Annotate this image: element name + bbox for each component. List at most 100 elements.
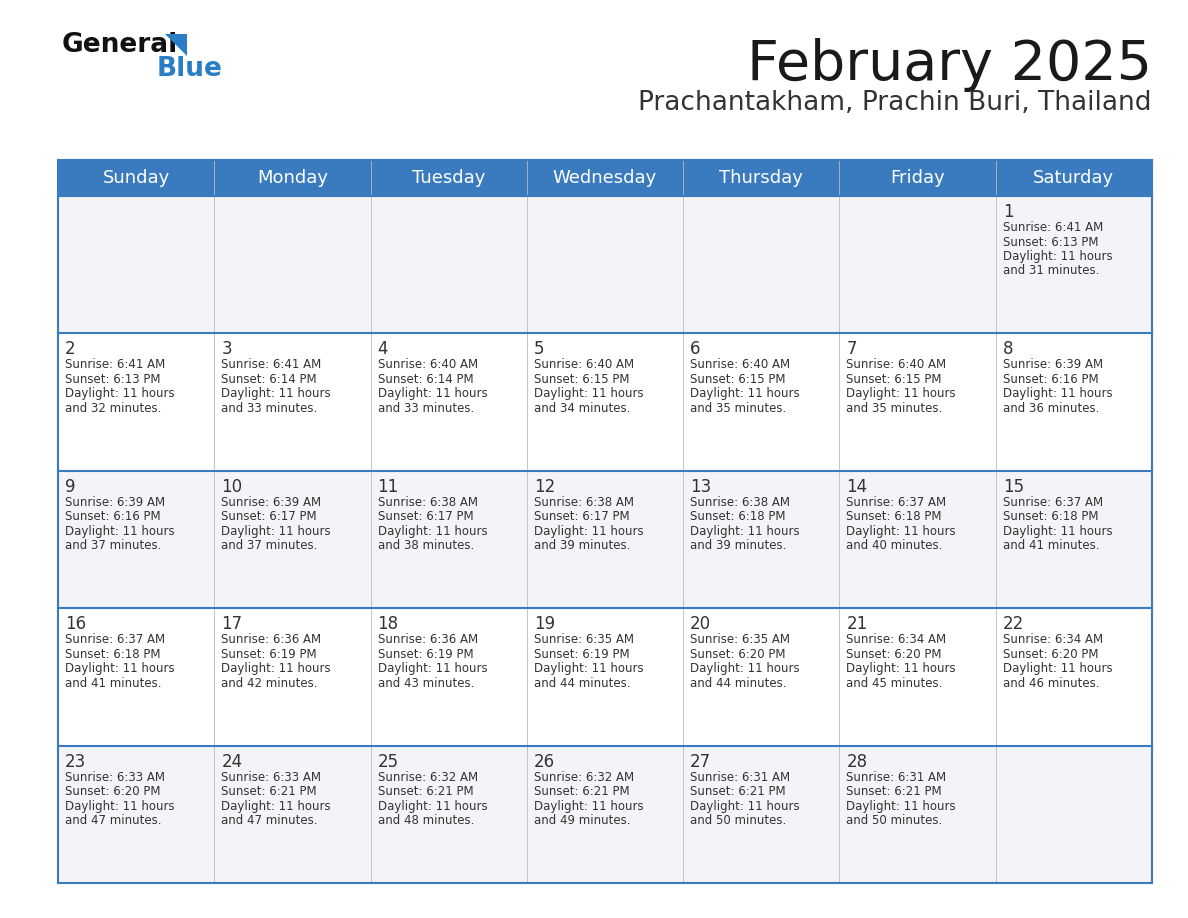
Text: Daylight: 11 hours: Daylight: 11 hours [846,800,956,812]
Text: Daylight: 11 hours: Daylight: 11 hours [690,525,800,538]
Text: 28: 28 [846,753,867,770]
Text: and 35 minutes.: and 35 minutes. [690,402,786,415]
Text: Sunset: 6:19 PM: Sunset: 6:19 PM [378,648,473,661]
Text: Sunrise: 6:40 AM: Sunrise: 6:40 AM [378,358,478,372]
Text: Blue: Blue [157,56,223,82]
Text: 24: 24 [221,753,242,770]
Text: Daylight: 11 hours: Daylight: 11 hours [378,387,487,400]
Text: Daylight: 11 hours: Daylight: 11 hours [221,800,331,812]
Text: 20: 20 [690,615,712,633]
Text: 7: 7 [846,341,857,358]
Text: Daylight: 11 hours: Daylight: 11 hours [221,662,331,676]
Text: Daylight: 11 hours: Daylight: 11 hours [1003,662,1112,676]
Text: and 43 minutes.: and 43 minutes. [378,677,474,689]
Text: and 50 minutes.: and 50 minutes. [690,814,786,827]
Text: Daylight: 11 hours: Daylight: 11 hours [65,662,175,676]
Text: Daylight: 11 hours: Daylight: 11 hours [846,525,956,538]
Text: and 45 minutes.: and 45 minutes. [846,677,943,689]
Text: Sunset: 6:19 PM: Sunset: 6:19 PM [221,648,317,661]
Text: and 39 minutes.: and 39 minutes. [533,539,630,553]
Text: Sunset: 6:20 PM: Sunset: 6:20 PM [690,648,785,661]
Text: Daylight: 11 hours: Daylight: 11 hours [533,800,644,812]
Text: Sunset: 6:13 PM: Sunset: 6:13 PM [1003,236,1098,249]
Text: Sunrise: 6:37 AM: Sunrise: 6:37 AM [65,633,165,646]
Text: and 33 minutes.: and 33 minutes. [221,402,317,415]
Text: Sunset: 6:17 PM: Sunset: 6:17 PM [378,510,473,523]
Text: Sunrise: 6:34 AM: Sunrise: 6:34 AM [846,633,947,646]
Text: February 2025: February 2025 [747,38,1152,92]
Text: Sunset: 6:21 PM: Sunset: 6:21 PM [846,785,942,798]
Text: Sunset: 6:20 PM: Sunset: 6:20 PM [1003,648,1098,661]
Text: 14: 14 [846,477,867,496]
Text: Thursday: Thursday [720,169,803,187]
Text: 17: 17 [221,615,242,633]
Text: and 36 minutes.: and 36 minutes. [1003,402,1099,415]
Text: 25: 25 [378,753,399,770]
Text: 2: 2 [65,341,76,358]
Text: Sunrise: 6:39 AM: Sunrise: 6:39 AM [65,496,165,509]
Text: and 44 minutes.: and 44 minutes. [690,677,786,689]
Text: Daylight: 11 hours: Daylight: 11 hours [221,525,331,538]
Text: Daylight: 11 hours: Daylight: 11 hours [533,525,644,538]
Text: Daylight: 11 hours: Daylight: 11 hours [690,800,800,812]
Text: 12: 12 [533,477,555,496]
Text: Sunrise: 6:41 AM: Sunrise: 6:41 AM [221,358,322,372]
Text: and 49 minutes.: and 49 minutes. [533,814,631,827]
Text: Sunrise: 6:37 AM: Sunrise: 6:37 AM [1003,496,1102,509]
Text: Sunrise: 6:40 AM: Sunrise: 6:40 AM [533,358,634,372]
Text: Sunrise: 6:41 AM: Sunrise: 6:41 AM [1003,221,1102,234]
Text: 27: 27 [690,753,712,770]
Text: Daylight: 11 hours: Daylight: 11 hours [65,525,175,538]
Bar [58,333,1152,471]
Text: and 38 minutes.: and 38 minutes. [378,539,474,553]
Text: Sunset: 6:16 PM: Sunset: 6:16 PM [65,510,160,523]
Text: 11: 11 [378,477,399,496]
Text: Daylight: 11 hours: Daylight: 11 hours [65,387,175,400]
Text: Daylight: 11 hours: Daylight: 11 hours [690,387,800,400]
Text: Sunrise: 6:35 AM: Sunrise: 6:35 AM [533,633,634,646]
Text: 26: 26 [533,753,555,770]
Bar [58,745,1152,883]
Text: 21: 21 [846,615,867,633]
Text: Sunset: 6:21 PM: Sunset: 6:21 PM [533,785,630,798]
Text: Sunrise: 6:41 AM: Sunrise: 6:41 AM [65,358,165,372]
Text: 18: 18 [378,615,399,633]
Text: General: General [62,32,178,58]
Text: Sunrise: 6:38 AM: Sunrise: 6:38 AM [533,496,634,509]
Text: Sunrise: 6:32 AM: Sunrise: 6:32 AM [378,770,478,784]
Text: 3: 3 [221,341,232,358]
Text: and 47 minutes.: and 47 minutes. [65,814,162,827]
Text: and 32 minutes.: and 32 minutes. [65,402,162,415]
Text: Sunrise: 6:39 AM: Sunrise: 6:39 AM [221,496,322,509]
Text: 22: 22 [1003,615,1024,633]
Text: Daylight: 11 hours: Daylight: 11 hours [533,387,644,400]
Text: 19: 19 [533,615,555,633]
Text: Sunrise: 6:35 AM: Sunrise: 6:35 AM [690,633,790,646]
Text: 1: 1 [1003,203,1013,221]
Text: and 40 minutes.: and 40 minutes. [846,539,943,553]
Text: Daylight: 11 hours: Daylight: 11 hours [378,525,487,538]
Text: 4: 4 [378,341,388,358]
Text: Sunrise: 6:33 AM: Sunrise: 6:33 AM [221,770,321,784]
Text: Daylight: 11 hours: Daylight: 11 hours [378,800,487,812]
Text: 9: 9 [65,477,76,496]
Text: Sunset: 6:14 PM: Sunset: 6:14 PM [221,373,317,386]
Text: Sunset: 6:18 PM: Sunset: 6:18 PM [1003,510,1098,523]
Text: Daylight: 11 hours: Daylight: 11 hours [846,662,956,676]
Text: Sunset: 6:15 PM: Sunset: 6:15 PM [690,373,785,386]
Text: Sunrise: 6:31 AM: Sunrise: 6:31 AM [846,770,947,784]
Text: and 31 minutes.: and 31 minutes. [1003,264,1099,277]
Text: Saturday: Saturday [1034,169,1114,187]
Text: and 33 minutes.: and 33 minutes. [378,402,474,415]
Text: Daylight: 11 hours: Daylight: 11 hours [1003,387,1112,400]
Text: Sunset: 6:20 PM: Sunset: 6:20 PM [846,648,942,661]
Text: Sunrise: 6:31 AM: Sunrise: 6:31 AM [690,770,790,784]
Text: Sunset: 6:17 PM: Sunset: 6:17 PM [221,510,317,523]
Text: Monday: Monday [257,169,328,187]
Text: Sunrise: 6:38 AM: Sunrise: 6:38 AM [690,496,790,509]
Text: and 41 minutes.: and 41 minutes. [1003,539,1099,553]
Text: Sunset: 6:19 PM: Sunset: 6:19 PM [533,648,630,661]
Text: Daylight: 11 hours: Daylight: 11 hours [1003,525,1112,538]
Text: 23: 23 [65,753,87,770]
Text: 10: 10 [221,477,242,496]
